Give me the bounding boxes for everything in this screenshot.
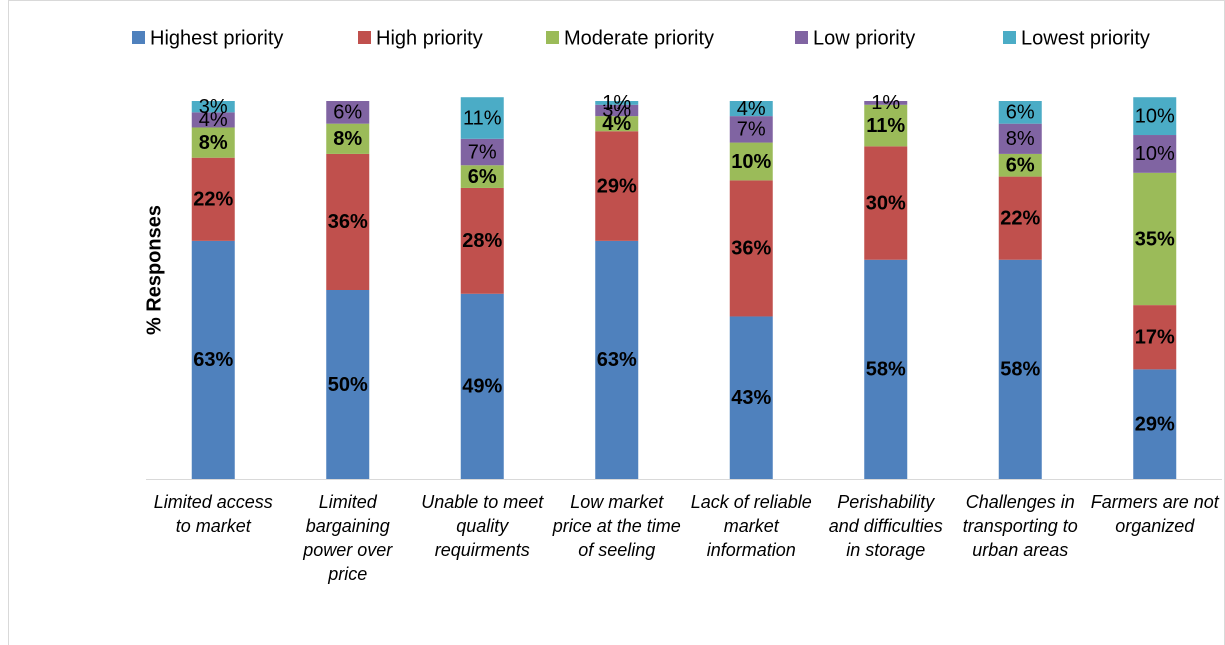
- legend-swatch: [1003, 31, 1016, 44]
- data-label: 22%: [1000, 207, 1040, 229]
- legend-label: High priority: [376, 27, 483, 49]
- data-label: 17%: [1135, 327, 1175, 349]
- data-label: 1%: [602, 92, 631, 114]
- bar-segment: [864, 146, 908, 260]
- bar-segment: [864, 101, 908, 105]
- bar-segment: [998, 123, 1042, 154]
- x-tick-label: Low market price at the time of seeling: [552, 492, 681, 560]
- data-label: 36%: [328, 211, 368, 233]
- bar-segment: [191, 157, 235, 241]
- data-label: 29%: [597, 175, 637, 197]
- data-label: 8%: [333, 128, 362, 150]
- bar-segment: [729, 142, 773, 181]
- bar-segment: [1133, 97, 1177, 136]
- bar-segment: [191, 127, 235, 158]
- bar-segment: [460, 165, 504, 188]
- bar-segment: [595, 240, 639, 479]
- bar-segment: [729, 116, 773, 143]
- data-label: 8%: [199, 132, 228, 154]
- data-label: 8%: [1006, 128, 1035, 150]
- legend-label: Highest priority: [150, 27, 283, 49]
- data-label: 7%: [468, 141, 497, 163]
- bar-segment: [191, 101, 235, 113]
- data-label: 4%: [737, 98, 766, 120]
- data-label: 11%: [463, 107, 502, 129]
- data-label: 58%: [1000, 359, 1040, 381]
- x-tick-label: Limited bargaining power over price: [303, 492, 393, 584]
- legend-swatch: [546, 31, 559, 44]
- legend-swatch: [795, 31, 808, 44]
- data-label: 1%: [871, 92, 900, 114]
- bar-segment: [1133, 172, 1177, 306]
- data-label: 50%: [328, 374, 368, 396]
- x-tick-label: Unable to meet quality requirments: [421, 492, 544, 560]
- bar-segment: [326, 101, 370, 124]
- data-label: 30%: [866, 192, 906, 214]
- data-label: 11%: [866, 115, 905, 137]
- x-tick-label: Challenges in transporting to urban area…: [962, 492, 1078, 560]
- data-label: 6%: [1006, 155, 1035, 177]
- bar-segment: [729, 101, 773, 117]
- data-label: 49%: [462, 376, 502, 398]
- bar-segment: [729, 316, 773, 479]
- x-tick-label: Limited access to market: [153, 492, 273, 536]
- data-label: 6%: [468, 166, 497, 188]
- data-label: 10%: [1135, 143, 1175, 165]
- x-tick-label: Perishability and difficulties in storag…: [828, 492, 943, 560]
- legend-label: Lowest priority: [1021, 27, 1150, 49]
- bar-segment: [460, 138, 504, 166]
- data-label: 10%: [731, 151, 771, 173]
- data-label: 4%: [602, 113, 631, 135]
- legend-label: Moderate priority: [564, 27, 714, 49]
- bar-segment: [460, 187, 504, 294]
- data-label: 7%: [737, 119, 766, 141]
- data-label: 58%: [866, 359, 906, 381]
- bar-segment: [1133, 369, 1177, 479]
- bar-segment: [998, 101, 1042, 124]
- bar-segment: [998, 176, 1042, 260]
- data-label: 43%: [731, 387, 771, 409]
- data-label: 29%: [1135, 413, 1175, 435]
- x-tick-label: Farmers are not organized: [1090, 492, 1219, 536]
- data-label: 63%: [597, 349, 637, 371]
- bar-segment: [191, 112, 235, 128]
- bar-segment: [460, 97, 504, 139]
- legend-swatch: [358, 31, 371, 44]
- bar-segment: [595, 131, 639, 241]
- bar-segment: [595, 116, 639, 132]
- bar-segment: [1133, 305, 1177, 370]
- data-label: 10%: [1135, 105, 1175, 127]
- bar-segment: [595, 104, 639, 117]
- bar-segment: [595, 101, 639, 105]
- bar-segment: [864, 104, 908, 147]
- data-label: 36%: [731, 238, 771, 260]
- data-label: 3%: [602, 100, 631, 122]
- data-label: 22%: [193, 189, 233, 211]
- y-axis-label: % Responses: [143, 205, 165, 335]
- bar-segment: [998, 259, 1042, 479]
- data-label: 28%: [462, 230, 502, 252]
- bar-segment: [998, 153, 1042, 177]
- bar-segment: [326, 153, 370, 290]
- legend-swatch: [132, 31, 145, 44]
- data-label: 6%: [1006, 102, 1035, 124]
- bar-segment: [460, 293, 504, 479]
- bar-segment: [729, 180, 773, 317]
- data-label: 6%: [333, 102, 362, 124]
- data-label: 35%: [1135, 228, 1175, 250]
- bar-segment: [864, 259, 908, 479]
- bar-segment: [326, 290, 370, 479]
- data-label: 63%: [193, 349, 233, 371]
- bar-segment: [1133, 135, 1177, 173]
- bar-segment: [326, 123, 370, 154]
- data-label: 3%: [199, 96, 228, 118]
- bar-segment: [191, 240, 235, 479]
- data-label: 4%: [199, 109, 228, 131]
- x-tick-label: Lack of reliable market information: [690, 492, 812, 560]
- legend-label: Low priority: [813, 27, 915, 49]
